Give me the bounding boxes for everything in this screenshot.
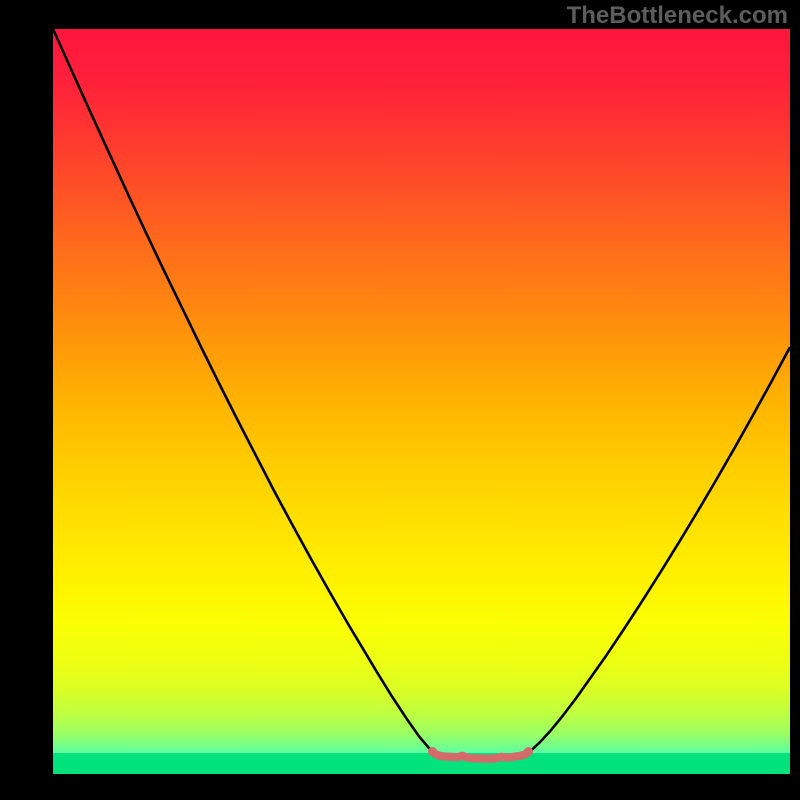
curve-layer [53,29,790,774]
bottleneck-curve [53,29,790,758]
chart-stage: TheBottleneck.com [0,0,800,800]
valley-marker [433,752,529,759]
valley-marker-dot [524,747,533,756]
plot-area [53,29,790,774]
watermark-text: TheBottleneck.com [567,2,788,30]
valley-marker-dot [428,747,437,756]
